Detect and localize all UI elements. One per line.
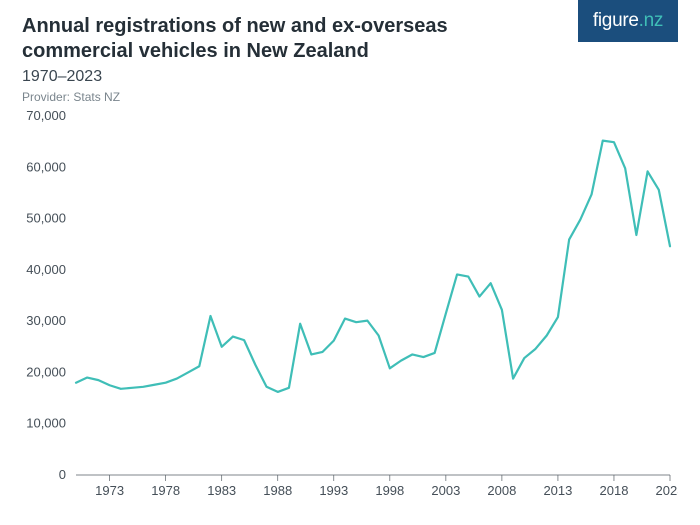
brand-name: figure — [593, 10, 639, 31]
x-tick-label: 1993 — [319, 483, 348, 498]
y-tick-label: 70,000 — [26, 108, 66, 123]
y-tick-label: 40,000 — [26, 262, 66, 277]
brand-logo-tab: figure.nz — [578, 0, 678, 42]
brand-tld: .nz — [639, 10, 663, 31]
x-tick-label: 2023 — [656, 483, 678, 498]
chart-header: Annual registrations of new and ex-overs… — [22, 14, 560, 104]
x-tick-label: 1983 — [207, 483, 236, 498]
chart-title: Annual registrations of new and ex-overs… — [22, 14, 560, 64]
x-tick-label: 2003 — [431, 483, 460, 498]
chart-subtitle: 1970–2023 — [22, 68, 560, 86]
chart-provider: Provider: Stats NZ — [22, 90, 560, 104]
x-tick-label: 1988 — [263, 483, 292, 498]
y-tick-label: 20,000 — [26, 364, 66, 379]
y-tick-label: 60,000 — [26, 159, 66, 174]
chart-area: 0 10,000 20,000 30,000 40,000 50,000 60,000 70,… — [22, 108, 678, 503]
x-tick-label: 1973 — [95, 483, 124, 498]
line-chart: 0 10,000 20,000 30,000 40,000 50,000 60,000 70,… — [22, 108, 678, 503]
y-tick-label: 10,000 — [26, 416, 66, 431]
y-tick-label: 30,000 — [26, 313, 66, 328]
brand-logo-text: figure.nz — [593, 10, 663, 32]
x-tick-label: 1978 — [151, 483, 180, 498]
x-tick-label: 2008 — [487, 483, 516, 498]
y-tick-label: 0 — [59, 467, 66, 482]
x-tick-label: 1998 — [375, 483, 404, 498]
y-tick-label: 50,000 — [26, 211, 66, 226]
x-tick-label: 2013 — [543, 483, 572, 498]
series-line-registrations — [76, 141, 670, 392]
x-tick-label: 2018 — [600, 483, 629, 498]
